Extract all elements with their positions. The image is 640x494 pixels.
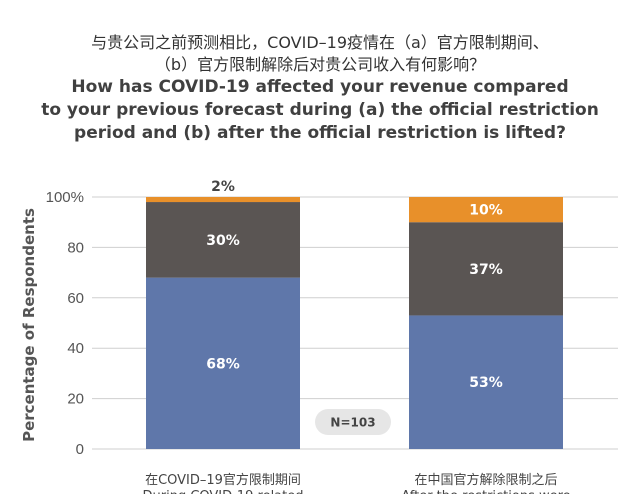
y-tick-label: 100% [46, 189, 84, 206]
sample-size-badge-bg [315, 409, 391, 435]
bar-value-label: 30% [206, 233, 240, 249]
bars [146, 197, 563, 449]
bar-segment [409, 315, 563, 449]
bar-value-label: 68% [206, 356, 240, 372]
title-cn-line-1: 与贵公司之前预测相比，COVID–19疫情在（a）官方限制期间、 [91, 33, 549, 52]
bar-segment [409, 197, 563, 223]
bar-segment [146, 277, 300, 449]
title-en-line-3: period and (b) after the official restri… [74, 123, 566, 143]
title-en-line-2: to your previous forecast during (a) the… [41, 100, 599, 120]
y-axis-ticks: 0 20 40 60 80 100% [46, 189, 84, 458]
bar-value-label: 53% [469, 375, 503, 391]
category-label-en: During COVID-19 related [143, 489, 304, 494]
y-tick-label: 0 [76, 441, 84, 458]
sample-size-text: N=103 [330, 416, 375, 430]
bar-segment [146, 197, 300, 203]
bar-value-label: 37% [469, 262, 503, 278]
segment-labels: 68% 30% 2% 53% 37% 10% [206, 179, 503, 391]
y-tick-label: 80 [67, 239, 84, 256]
title-cn-line-2: （b）官方限制解除后对贵公司收入有何影响？ [154, 55, 486, 74]
category-label-en: After the restrictions were [401, 489, 570, 494]
category-labels: 在COVID–19官方限制期间During COVID-19 related 在中… [143, 472, 571, 494]
y-tick-label: 20 [67, 391, 84, 408]
y-tick-label: 40 [67, 340, 84, 357]
bar-value-label: 10% [469, 203, 503, 219]
chart-title: 与贵公司之前预测相比，COVID–19疫情在（a）官方限制期间、 （b）官方限制… [0, 32, 640, 145]
category-label-cn: 在COVID–19官方限制期间 [145, 472, 301, 488]
bar-value-label: 2% [211, 179, 235, 195]
y-tick-label: 60 [67, 290, 84, 307]
sample-size-badge: N=103 [315, 409, 391, 435]
y-axis-label: Percentage of Respondents [20, 208, 38, 442]
bar-segment [409, 222, 563, 316]
category-label-cn: 在中国官方解除限制之后 [414, 472, 557, 488]
title-en-line-1: How has COVID-19 affected your revenue c… [71, 77, 569, 97]
bar-segment [146, 202, 300, 278]
